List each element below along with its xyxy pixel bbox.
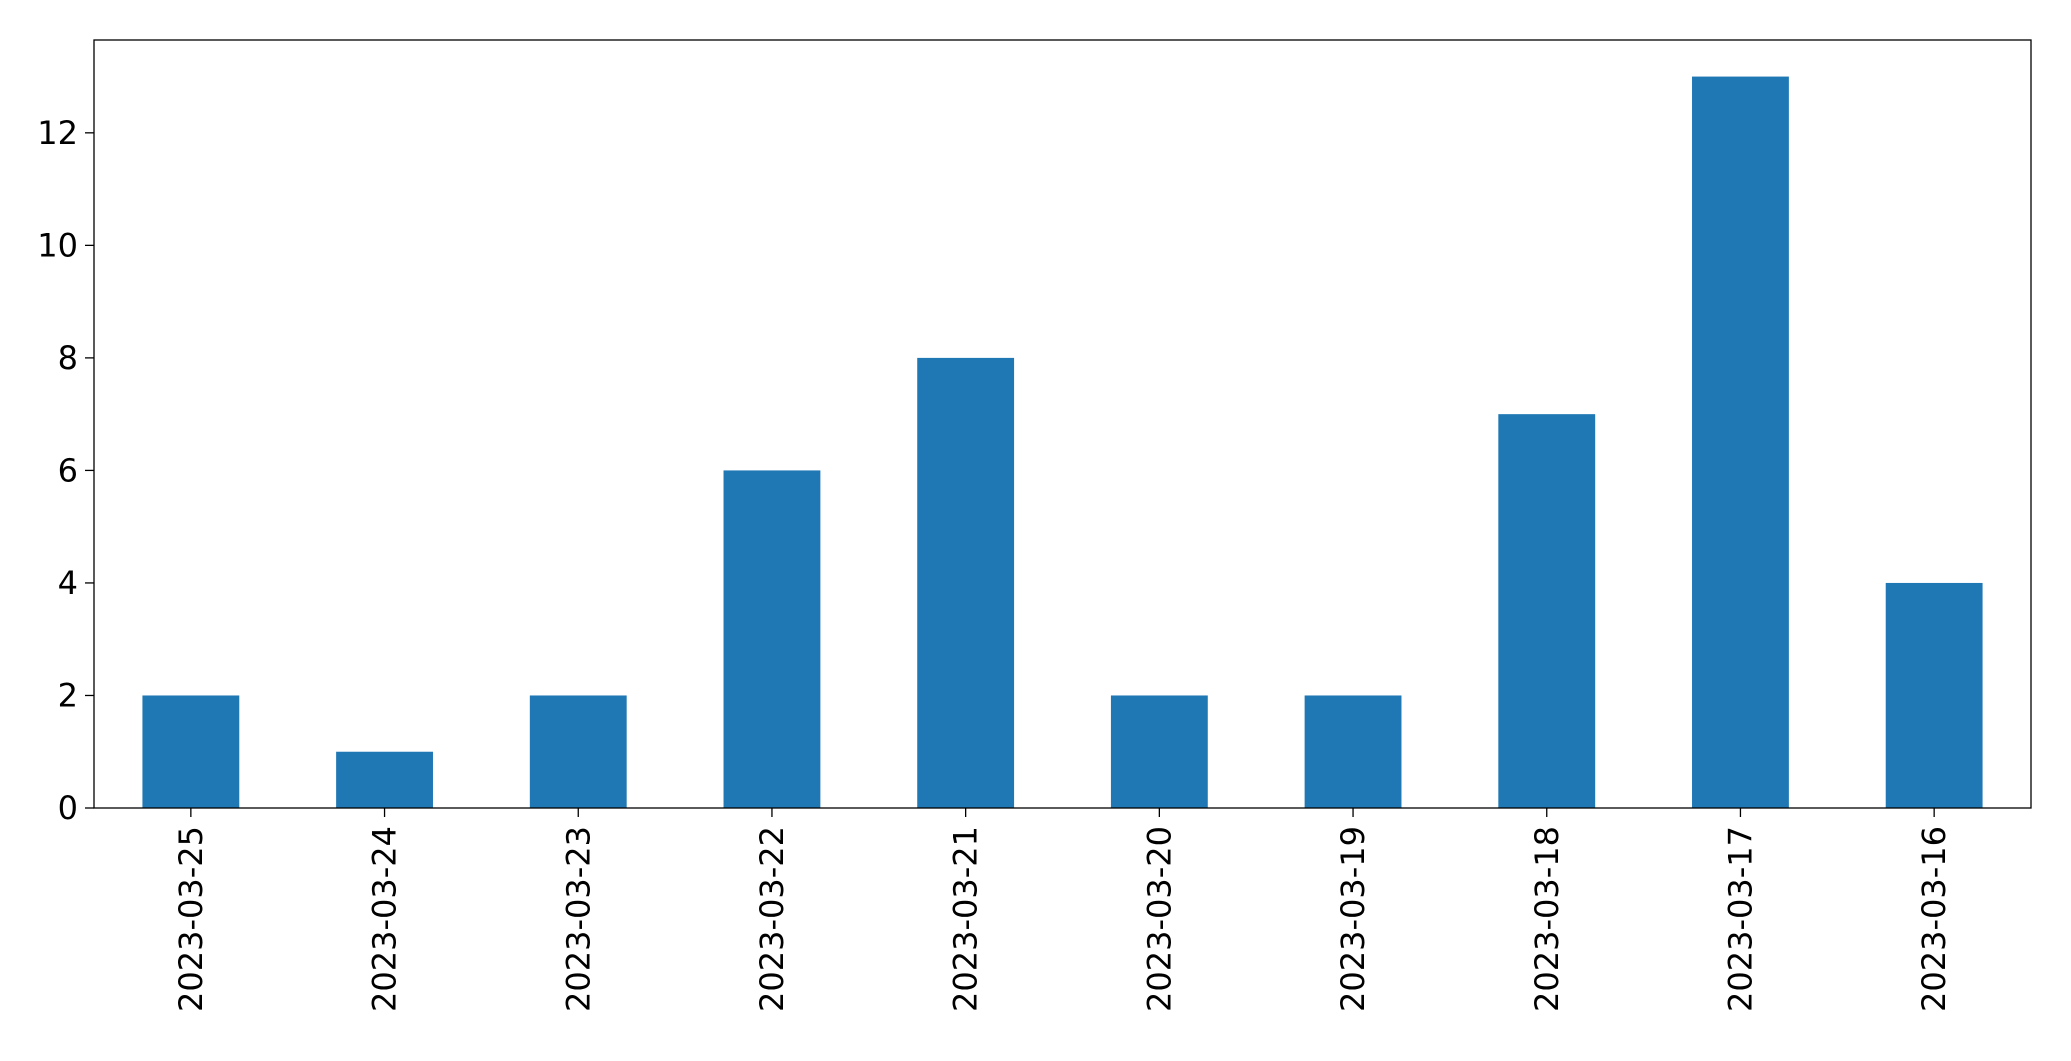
bar [1110, 695, 1208, 808]
y-tick-label: 2 [58, 676, 78, 714]
bar [1885, 582, 1983, 808]
y-tick-label: 0 [58, 789, 78, 827]
y-tick-label: 10 [37, 226, 78, 264]
y-tick-label: 4 [58, 564, 78, 602]
bar [1498, 414, 1596, 808]
x-tick-label: 2023-03-19 [1334, 826, 1372, 1012]
x-tick-label: 2023-03-22 [753, 826, 791, 1012]
x-tick-label: 2023-03-20 [1140, 826, 1178, 1012]
x-tick-label: 2023-03-25 [172, 826, 210, 1012]
x-tick-label: 2023-03-23 [559, 826, 597, 1012]
bar [529, 695, 627, 808]
bar [1692, 76, 1789, 809]
bar [723, 470, 821, 808]
bar [336, 751, 433, 808]
bar [1304, 695, 1402, 808]
y-tick-label: 12 [37, 114, 78, 152]
y-tick-label: 6 [58, 451, 78, 489]
x-tick-label: 2023-03-24 [366, 826, 404, 1012]
bar [142, 695, 240, 808]
plot-frame [93, 39, 2032, 809]
x-tick-label: 2023-03-21 [947, 826, 985, 1012]
y-tick-label: 8 [58, 339, 78, 377]
x-tick-label: 2023-03-16 [1915, 826, 1953, 1012]
bar [917, 357, 1015, 808]
x-tick-label: 2023-03-17 [1721, 826, 1759, 1012]
x-tick-label: 2023-03-18 [1528, 826, 1566, 1012]
